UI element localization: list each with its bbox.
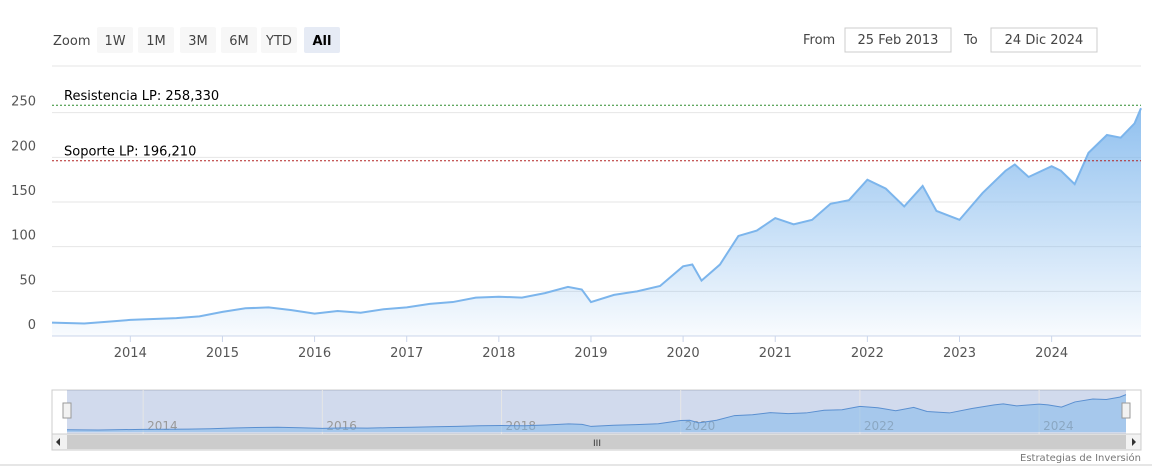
from-input[interactable] (844, 27, 952, 53)
scroll-left[interactable] (56, 438, 60, 446)
scroll-right[interactable] (1132, 438, 1136, 446)
zoom-button-label[interactable]: YTD (265, 34, 292, 49)
scrollbar-grip: III (593, 439, 601, 449)
navigator-handle[interactable] (1121, 402, 1131, 419)
x-tick-label: 2015 (206, 346, 239, 361)
x-tick-label: 2018 (482, 346, 515, 361)
to-value[interactable]: 24 Dic 2024 (1005, 33, 1084, 48)
zoom-button-label[interactable]: 3M (188, 34, 208, 49)
y-tick-label: 250 (11, 95, 36, 110)
y-tick-label: 150 (11, 184, 36, 199)
x-tick-label: 2023 (943, 346, 976, 361)
x-tick-label: 2019 (574, 346, 607, 361)
x-tick-label: 2024 (1035, 346, 1068, 361)
navigator-line (66, 394, 1127, 431)
y-tick-label: 50 (19, 273, 36, 288)
zoom-button-label[interactable]: 6M (229, 34, 249, 49)
navigator-handle[interactable] (62, 402, 72, 419)
area-fill (52, 108, 1141, 336)
plot-line-label: Soporte LP: 196,210 (64, 145, 196, 160)
zoom-button[interactable] (304, 27, 340, 53)
zoom-button[interactable] (180, 27, 216, 53)
from-label: From (803, 33, 835, 48)
area-line (51, 107, 1142, 325)
y-tick-label: 100 (11, 229, 36, 244)
zoom-button-label[interactable]: All (313, 34, 332, 49)
zoom-button-label[interactable]: 1M (146, 34, 166, 49)
to-label: To (963, 33, 978, 48)
zoom-button-label[interactable]: 1W (104, 34, 125, 49)
to-input[interactable] (990, 27, 1098, 53)
x-tick-label: 2016 (298, 346, 331, 361)
x-tick-label: 2020 (667, 346, 700, 361)
navigator-area (67, 394, 1126, 432)
zoom-button[interactable] (97, 27, 133, 53)
x-tick-label: 2017 (390, 346, 423, 361)
zoom-label: Zoom (53, 34, 90, 49)
zoom-button[interactable] (221, 27, 257, 53)
x-tick-label: 2022 (851, 346, 884, 361)
plot-line-label: Resistencia LP: 258,330 (64, 89, 219, 104)
credits[interactable]: Estrategias de Inversión (1020, 452, 1141, 464)
y-tick-label: 0 (28, 318, 36, 333)
x-tick-label: 2021 (759, 346, 792, 361)
y-tick-label: 200 (11, 139, 36, 154)
scrollbar-thumb[interactable] (67, 435, 1126, 449)
from-value[interactable]: 25 Feb 2013 (858, 33, 939, 48)
zoom-button[interactable] (261, 27, 297, 53)
zoom-button[interactable] (138, 27, 174, 53)
x-tick-label: 2014 (114, 346, 147, 361)
